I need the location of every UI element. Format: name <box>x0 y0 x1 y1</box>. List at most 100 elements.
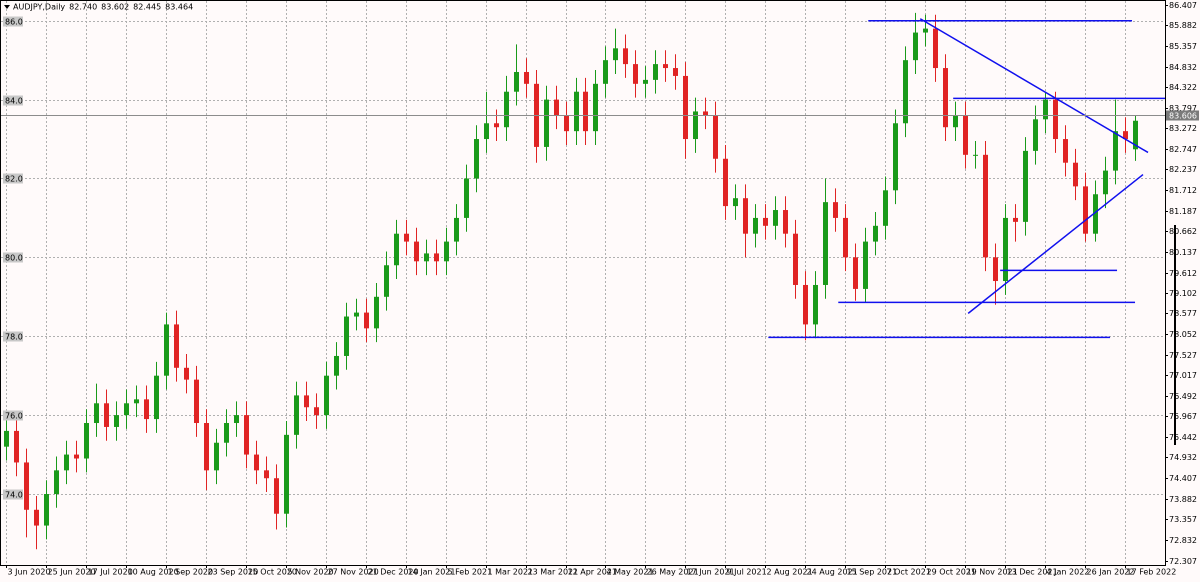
candle-body <box>823 202 828 285</box>
x-tick-label: 23 Mar 2021 <box>528 568 579 577</box>
candle-body <box>524 71 529 84</box>
candle-body <box>504 91 509 128</box>
candle-body <box>593 83 598 132</box>
y-tick-label: 84.322 <box>1169 83 1197 92</box>
candle-body <box>693 111 698 140</box>
candle-body <box>134 399 139 404</box>
candle-body <box>583 91 588 132</box>
candle-body <box>713 115 718 159</box>
header-value: 83.464 <box>165 3 193 12</box>
grid-level-label: 78.0 <box>5 333 23 342</box>
candle-body <box>623 48 628 65</box>
candle-body <box>1083 186 1088 234</box>
x-tick-label: 17 Feb 2022 <box>1127 568 1177 577</box>
marks <box>1 12 1165 550</box>
candle-body <box>803 284 808 325</box>
x-tick-label: 21 Dec 2020 <box>368 568 419 577</box>
candle-body <box>1053 99 1058 140</box>
candle-body <box>204 423 209 471</box>
candle-body <box>514 71 519 92</box>
y-tick-label: 85.882 <box>1169 21 1197 30</box>
x-tick-label: 12 Apr 2021 <box>568 568 617 577</box>
y-tick-label: 76.492 <box>1169 392 1197 401</box>
candle-body <box>943 68 948 128</box>
y-tick-label: 82.237 <box>1169 165 1197 174</box>
candle-body <box>873 225 878 242</box>
price-box <box>1166 110 1199 121</box>
candle-body <box>1093 194 1098 234</box>
candle-body <box>1033 119 1038 151</box>
y-tick-label: 78.052 <box>1169 330 1197 339</box>
grid-level-label: 76.0 <box>5 412 23 421</box>
candle-body <box>663 64 668 69</box>
candle-body <box>384 265 389 297</box>
candle-body <box>84 423 89 459</box>
y-tick-label: 80.662 <box>1169 227 1197 236</box>
x-tick-label: 17 Jul 2020 <box>88 568 133 577</box>
candle-body <box>64 454 69 471</box>
x-tick-label: 3 Jun 2020 <box>8 568 51 577</box>
y-tick-label: 74.932 <box>1169 453 1197 462</box>
y-tick-label: 74.407 <box>1169 474 1197 483</box>
candle-body <box>1123 131 1128 140</box>
candle-body <box>763 217 768 226</box>
candle-body <box>603 60 608 84</box>
candle-body <box>264 470 269 479</box>
candle-body <box>1063 139 1068 163</box>
y-tick-label: 83.272 <box>1169 124 1197 133</box>
candle-body <box>334 355 339 376</box>
candle-body <box>124 403 129 416</box>
menu-arrow[interactable] <box>4 5 10 9</box>
candle-body <box>1073 162 1078 187</box>
candle-body <box>34 509 39 526</box>
candle-body <box>144 399 149 420</box>
candle-body <box>284 434 289 514</box>
candle-body <box>723 158 728 207</box>
x-tick-label: 19 Nov 2021 <box>967 568 1018 577</box>
candle-body <box>444 241 449 262</box>
candle-body <box>214 442 219 471</box>
x-tick-label: 13 Dec 2021 <box>1007 568 1058 577</box>
candle-body <box>494 123 499 128</box>
y-tick-label: 79.102 <box>1169 289 1197 298</box>
candle-body <box>733 198 738 207</box>
candle-body <box>993 257 998 282</box>
grid-level-box <box>3 331 23 342</box>
candle-body <box>54 470 59 495</box>
candle-body <box>474 139 479 179</box>
x-tick-label: 15 Sep 2021 <box>847 568 898 577</box>
candle-body <box>194 379 199 424</box>
y-tick-label: 84.832 <box>1169 63 1197 72</box>
x-tick-label: 9 Jul 2021 <box>727 568 767 577</box>
candle-body <box>703 111 708 116</box>
grid-level-label: 80.0 <box>5 254 23 263</box>
candle-body <box>224 423 229 443</box>
candle-body <box>114 415 119 427</box>
candle-body <box>673 68 678 76</box>
candle-body <box>344 316 349 356</box>
candle-body <box>74 454 79 459</box>
x-tick-label: 15 Oct 2020 <box>248 568 297 577</box>
candle-body <box>254 454 259 471</box>
y-tick-label: 75.967 <box>1169 412 1197 421</box>
candle-body <box>24 462 29 510</box>
candle-body <box>813 284 818 325</box>
x-tick-label: 1 Mar 2021 <box>488 568 534 577</box>
grid-level-label: 86.0 <box>5 18 23 27</box>
candle-body <box>364 312 369 329</box>
candle-body <box>4 430 9 447</box>
candle-body <box>324 375 329 416</box>
grid-level-box <box>3 95 23 106</box>
candle-body <box>104 403 109 427</box>
candle-body <box>1013 217 1018 222</box>
candle-body <box>883 190 888 226</box>
candle-body <box>913 32 918 61</box>
candle-body <box>244 415 249 455</box>
candle-body <box>484 123 489 140</box>
x-tick-label: 1 Sep 2020 <box>168 568 214 577</box>
plot-frame <box>0 0 1166 566</box>
candle-body <box>973 154 978 156</box>
y-tick-label: 81.712 <box>1169 186 1197 195</box>
candle-body <box>893 123 898 191</box>
candle-body <box>863 241 868 289</box>
